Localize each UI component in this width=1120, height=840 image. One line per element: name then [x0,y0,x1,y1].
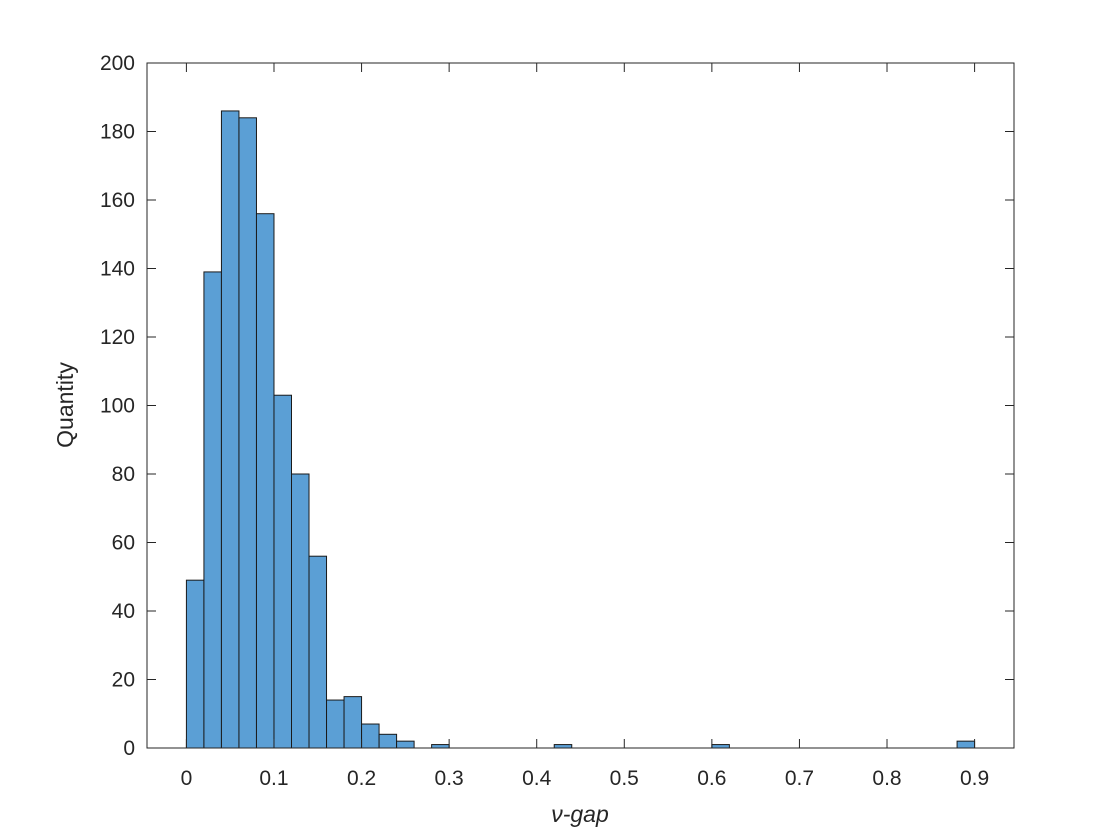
x-tick-label: 0 [181,767,193,790]
y-tick-label: 140 [100,258,135,281]
x-tick-label: 0.6 [697,767,726,790]
x-tick-label: 0.2 [347,767,376,790]
y-tick-label: 200 [100,52,135,75]
bars-group [185,110,976,749]
y-tick-label: 0 [123,737,135,760]
x-tick-label: 0.4 [522,767,552,790]
histogram-bar [343,696,363,749]
histogram-bar [238,117,257,749]
histogram-bar [378,733,398,749]
histogram-bar [308,555,328,749]
histogram-bar [220,110,240,749]
x-tick-label: 0.8 [872,767,901,790]
y-tick-label: 160 [100,189,135,212]
y-tick-label: 40 [112,600,135,623]
histogram-bar [185,579,205,749]
y-tick-label: 100 [100,395,135,418]
histogram-bar [711,744,730,749]
histogram-bar [431,744,450,749]
ticks-group: 0 0.1 0.2 0.3 0.4 0.5 0.6 0.7 0.8 0.9 0 20 40 60 80 100… [100,52,1014,790]
y-tick-label: 120 [100,326,135,349]
y-tick-label: 180 [100,121,135,144]
x-tick-label: 0.5 [610,767,639,790]
y-tick-label: 80 [112,463,135,486]
histogram-bar [361,723,380,749]
x-tick-label: 0.9 [960,767,989,790]
x-tick-label: 0.1 [259,767,288,790]
histogram-bar [326,699,345,749]
histogram-bar [956,740,976,749]
y-tick-label: 20 [112,669,135,692]
histogram-bar [553,744,573,749]
y-axis-label: Quantity [52,362,78,448]
y-tick-label: 60 [112,532,135,555]
histogram-bar [255,213,275,749]
histogram-bar [291,473,310,749]
histogram-bar [273,394,293,749]
x-tick-label: 0.3 [435,767,464,790]
x-axis-label: ν-gap [551,801,609,827]
histogram-bar [203,271,222,749]
x-tick-label: 0.7 [785,767,814,790]
histogram-bar [396,740,415,749]
